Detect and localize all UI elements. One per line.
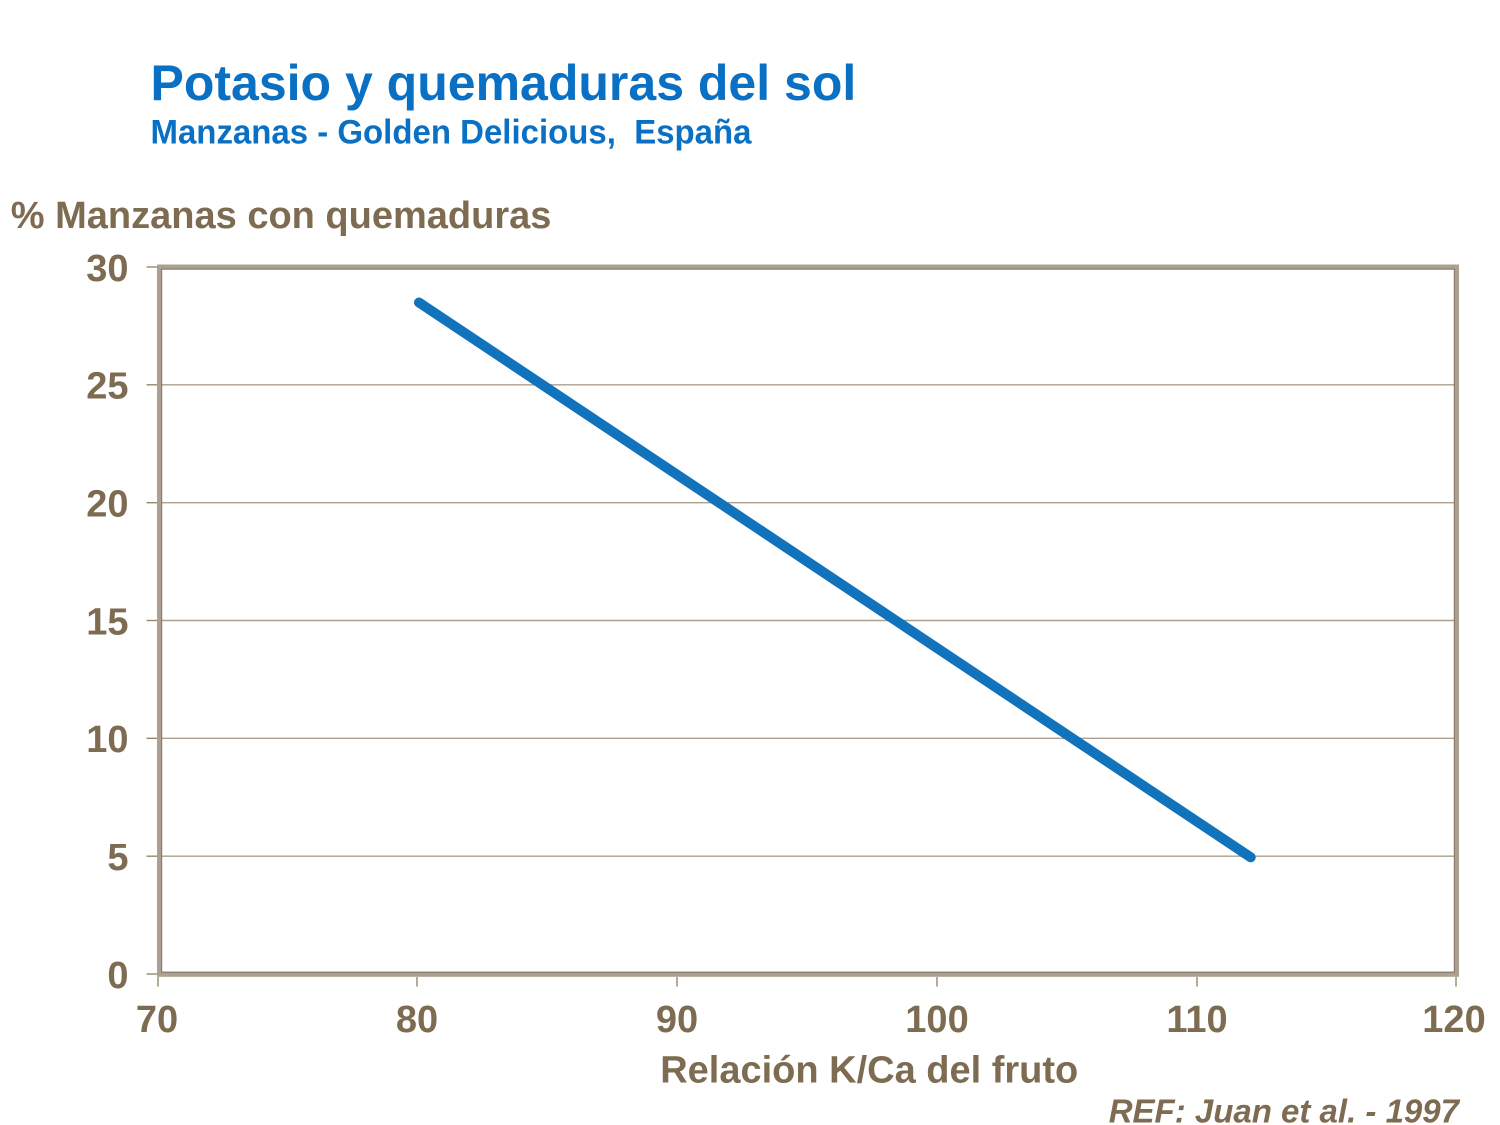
svg-text:Manzanas - Golden Delicious,: Manzanas - Golden Delicious, España <box>151 113 753 151</box>
svg-text:90: 90 <box>656 999 698 1041</box>
svg-text:10: 10 <box>86 719 128 761</box>
svg-text:80: 80 <box>396 999 438 1041</box>
svg-text:0: 0 <box>107 955 128 997</box>
svg-text:30: 30 <box>86 248 128 290</box>
svg-text:120: 120 <box>1422 999 1485 1041</box>
svg-text:100: 100 <box>905 999 968 1041</box>
svg-text:110: 110 <box>1166 999 1227 1041</box>
svg-text:Relación K/Ca del fruto: Relación K/Ca del fruto <box>660 1050 1078 1092</box>
svg-text:20: 20 <box>86 484 128 526</box>
svg-text:REF: Juan et al. - 1997: REF: Juan et al. - 1997 <box>1109 1093 1461 1125</box>
svg-text:15: 15 <box>86 601 128 643</box>
svg-text:25: 25 <box>86 366 128 408</box>
svg-text:Potasio y quemaduras del sol: Potasio y quemaduras del sol <box>151 55 857 111</box>
svg-text:% Manzanas con quemaduras: % Manzanas con quemaduras <box>11 195 552 237</box>
svg-text:70: 70 <box>136 999 178 1041</box>
svg-text:5: 5 <box>107 837 128 879</box>
